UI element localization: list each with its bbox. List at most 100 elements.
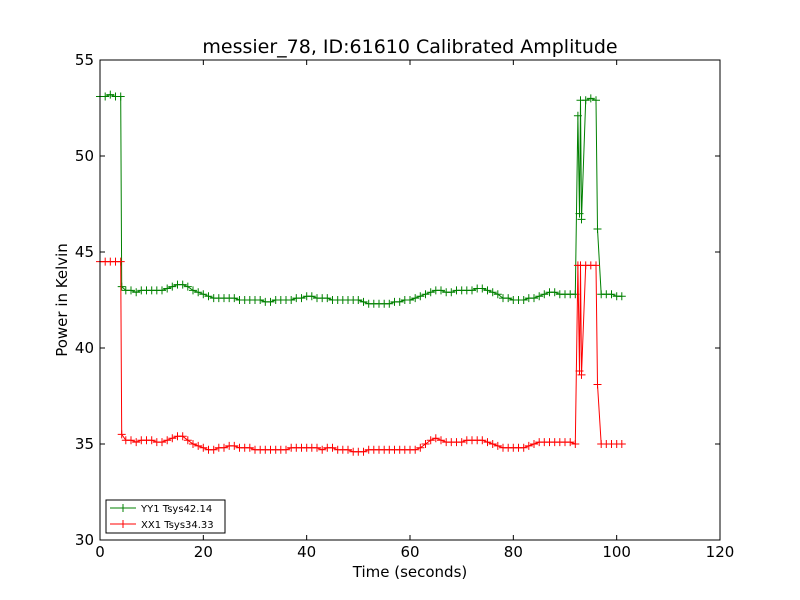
data-point <box>437 286 445 295</box>
data-point <box>178 280 187 289</box>
data-point <box>566 438 575 447</box>
data-point <box>132 288 141 297</box>
data-point <box>457 438 466 447</box>
data-point <box>297 294 306 303</box>
data-point <box>607 290 616 299</box>
data-point <box>592 96 600 105</box>
data-point <box>344 445 352 454</box>
data-point <box>245 443 254 452</box>
legend-marker-yy1 <box>119 504 127 512</box>
data-point <box>468 286 476 295</box>
data-point <box>406 296 414 304</box>
legend-box <box>105 499 226 534</box>
data-point <box>571 440 580 448</box>
data-point <box>168 282 177 291</box>
data-point <box>199 443 208 452</box>
data-point <box>437 436 445 445</box>
data-point <box>447 288 456 297</box>
legend-marker-xx1 <box>119 520 127 528</box>
data-point <box>194 441 203 450</box>
data-point <box>106 90 115 99</box>
y-tick-label: 55 <box>75 51 94 69</box>
data-point <box>318 445 327 454</box>
data-point <box>101 92 110 101</box>
data-point <box>488 440 497 448</box>
data-point <box>183 436 192 445</box>
data-point <box>493 441 502 450</box>
legend-entry-yy1: YY1 Tsys42.14 <box>110 504 212 515</box>
legend-label-xx1: XX1 Tsys34.33 <box>141 520 214 531</box>
legend-entry-xx1: XX1 Tsys34.33 <box>110 520 214 531</box>
data-point <box>282 445 290 454</box>
data-point <box>116 257 125 266</box>
y-tick-label: 50 <box>75 147 94 165</box>
data-point <box>411 294 420 303</box>
data-point <box>593 225 602 233</box>
data-point <box>220 443 228 452</box>
data-point <box>483 438 492 447</box>
data-point <box>416 292 425 301</box>
data-point <box>127 436 135 445</box>
data-point <box>385 299 394 308</box>
data-point <box>426 436 435 445</box>
data-point <box>586 94 595 103</box>
data-point <box>359 297 368 306</box>
data-point <box>478 284 487 293</box>
data-point <box>575 209 584 218</box>
data-point <box>183 282 192 291</box>
data-point <box>416 443 425 452</box>
data-point <box>581 96 590 105</box>
data-point <box>147 436 156 445</box>
data-point <box>328 443 337 452</box>
data-point <box>209 445 218 454</box>
data-point <box>573 111 582 120</box>
series-xx1 <box>96 257 626 456</box>
data-point <box>266 297 275 306</box>
x-tick-label: 20 <box>194 543 213 561</box>
y-tick-label: 45 <box>75 243 94 261</box>
data-point <box>535 292 544 301</box>
data-point <box>431 434 440 443</box>
data-point <box>189 440 197 448</box>
data-point <box>158 286 166 295</box>
data-point <box>519 443 528 452</box>
data-point <box>287 296 296 304</box>
data-point <box>483 286 492 295</box>
y-tick-label: 40 <box>75 339 94 357</box>
data-point <box>478 436 487 445</box>
data-point <box>617 292 626 301</box>
data-point <box>411 445 420 454</box>
plot-frame <box>99 59 721 541</box>
x-tick-label: 0 <box>95 543 105 561</box>
data-point <box>593 380 602 389</box>
data-point <box>592 261 600 270</box>
x-tick-label: 120 <box>706 543 735 561</box>
legend-label-yy1: YY1 Tsys42.14 <box>140 504 212 515</box>
data-point <box>194 288 203 297</box>
data-point <box>158 438 166 447</box>
series-layer <box>96 90 626 456</box>
data-point <box>230 294 239 303</box>
data-point <box>550 288 559 297</box>
data-point <box>116 92 125 101</box>
data-point <box>530 440 538 448</box>
data-point <box>354 296 363 304</box>
data-point <box>530 294 538 303</box>
x-axis-label: Time (seconds) <box>352 563 468 581</box>
data-point <box>488 288 497 297</box>
data-point <box>204 292 213 301</box>
ticks-layer: 0 20 40 60 80 100 120 30 35 40 45 50 55 <box>75 51 734 561</box>
data-point <box>307 292 316 301</box>
data-point <box>577 370 586 379</box>
data-point <box>504 294 513 303</box>
data-point <box>421 440 430 448</box>
y-tick-label: 35 <box>75 435 94 453</box>
x-tick-label: 60 <box>400 543 419 561</box>
data-point <box>359 447 368 456</box>
data-point <box>189 286 197 295</box>
data-point <box>256 296 265 304</box>
data-point <box>168 434 177 443</box>
data-point <box>617 440 626 448</box>
data-point <box>178 432 187 441</box>
data-point <box>163 284 172 293</box>
